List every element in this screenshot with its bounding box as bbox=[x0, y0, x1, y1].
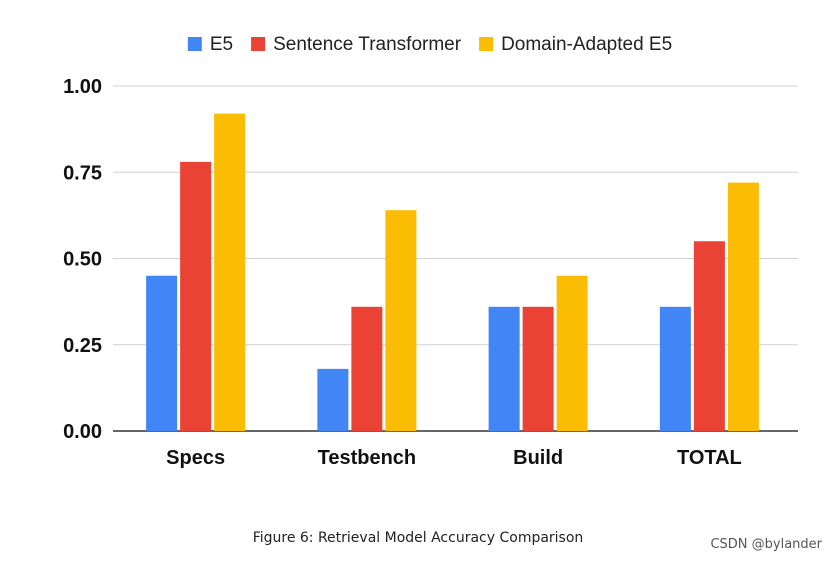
y-tick-label: 0.00 bbox=[63, 421, 102, 443]
bar-e5-specs bbox=[146, 275, 178, 431]
y-tick-label: 1.00 bbox=[63, 76, 102, 98]
x-tick-label: TOTAL bbox=[677, 447, 742, 469]
y-axis-ticks: 0.00 0.25 0.50 0.75 1.00 bbox=[63, 76, 102, 443]
legend-swatch bbox=[479, 37, 494, 51]
legend-label: E5 bbox=[210, 34, 233, 55]
bar-domain-adapted-e5-specs bbox=[214, 113, 246, 431]
bar-domain-adapted-e5-total bbox=[727, 182, 759, 431]
bar-e5-build bbox=[488, 306, 520, 431]
x-axis-ticks: Specs Testbench Build TOTAL bbox=[166, 447, 742, 469]
legend-swatch bbox=[251, 37, 266, 51]
chart-bars bbox=[146, 113, 759, 431]
legend-label: Sentence Transformer bbox=[273, 34, 462, 55]
bar-domain-adapted-e5-testbench bbox=[385, 210, 417, 431]
bar-e5-total bbox=[659, 306, 691, 431]
bar-e5-testbench bbox=[317, 368, 349, 431]
legend-swatch bbox=[187, 37, 202, 51]
x-tick-label: Testbench bbox=[318, 447, 417, 469]
y-tick-label: 0.50 bbox=[63, 249, 102, 271]
watermark: CSDN @bylander bbox=[710, 537, 822, 552]
bar-domain-adapted-e5-build bbox=[556, 275, 588, 431]
bar-sentence-transformer-total bbox=[693, 241, 725, 431]
bar-sentence-transformer-build bbox=[522, 306, 554, 431]
bar-sentence-transformer-specs bbox=[180, 161, 212, 431]
y-tick-label: 0.25 bbox=[63, 335, 102, 357]
x-tick-label: Build bbox=[513, 447, 563, 469]
legend-label: Domain-Adapted E5 bbox=[501, 34, 672, 55]
figure-caption: Figure 6: Retrieval Model Accuracy Compa… bbox=[252, 530, 584, 546]
y-tick-label: 0.75 bbox=[63, 162, 102, 184]
bar-chart: E5 Sentence Transformer Domain-Adapted E5 … bbox=[63, 34, 798, 469]
bar-sentence-transformer-testbench bbox=[351, 306, 383, 431]
x-tick-label: Specs bbox=[166, 447, 225, 469]
chart-legend: E5 Sentence Transformer Domain-Adapted E5 bbox=[187, 34, 672, 55]
